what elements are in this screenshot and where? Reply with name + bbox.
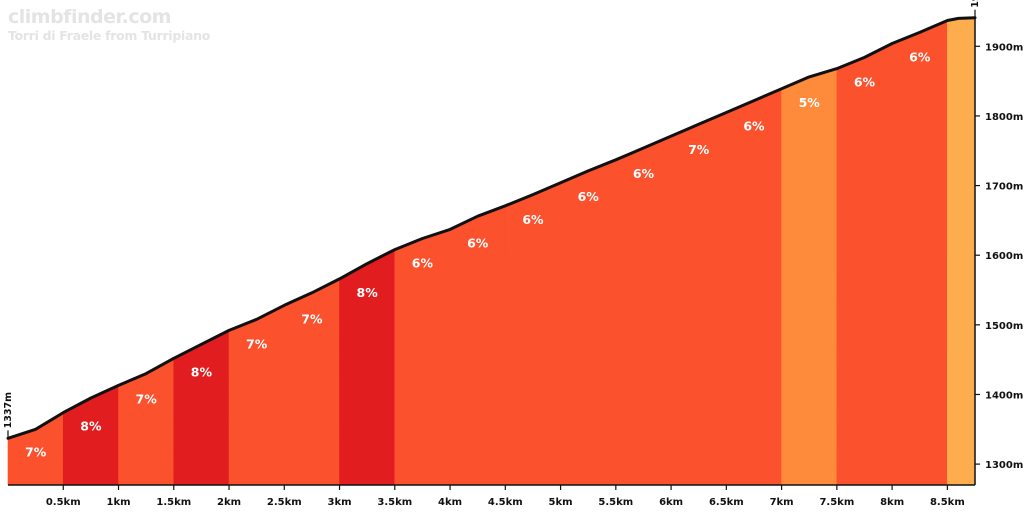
start-elevation-label: 1337m bbox=[3, 392, 14, 428]
x-tick-label-9: 4.5km bbox=[488, 497, 523, 508]
segment-label-3: 7% bbox=[136, 391, 158, 406]
segment-label-10: 6% bbox=[522, 212, 544, 227]
x-tick-label-14: 7km bbox=[770, 497, 794, 508]
x-tick-label-4: 2km bbox=[217, 497, 241, 508]
y-tick-label-4: 1600m bbox=[985, 251, 1023, 262]
segment-label-12: 6% bbox=[633, 166, 655, 181]
segment-area-14 bbox=[725, 88, 782, 486]
x-tick-label-12: 6km bbox=[659, 497, 683, 508]
profile-line-group bbox=[6, 16, 977, 440]
segment-label-16: 6% bbox=[854, 75, 876, 90]
x-tick-label-2: 1km bbox=[106, 497, 130, 508]
y-tick-label-6: 1800m bbox=[985, 112, 1023, 123]
segment-area-6 bbox=[283, 278, 340, 486]
segment-area-2 bbox=[62, 384, 119, 486]
y-tick-label-7: 1900m bbox=[985, 42, 1023, 53]
segment-labels: 7% 8% 7% 8% 7% 7% 8% 6% 6% 6% 6% 6% 7% 6% 5% 6% 6% bbox=[25, 50, 931, 460]
segment-area-17 bbox=[891, 20, 948, 486]
segment-label-14: 6% bbox=[743, 118, 765, 133]
x-tick-label-5: 2.5km bbox=[267, 497, 302, 508]
end-elevation-label: 1941m bbox=[970, 0, 981, 8]
segment-label-13: 7% bbox=[688, 142, 710, 157]
segment-area-5 bbox=[228, 304, 285, 486]
profile-line bbox=[6, 16, 977, 440]
chart-title: Torri di Fraele from Turripiano bbox=[8, 28, 211, 43]
x-tick-label-11: 5.5km bbox=[598, 497, 633, 508]
segment-area-10 bbox=[504, 182, 561, 486]
x-tick-label-6: 3km bbox=[328, 497, 352, 508]
segment-area-12 bbox=[615, 135, 672, 486]
x-tick-label-16: 8km bbox=[880, 497, 904, 508]
segment-area-16 bbox=[836, 43, 893, 486]
segment-label-7: 8% bbox=[357, 285, 379, 300]
segment-label-6: 7% bbox=[301, 311, 323, 326]
segment-area-13 bbox=[670, 112, 727, 486]
elevation-end-markers: 1337m 1941m bbox=[3, 0, 981, 439]
x-tick-label-15: 7.5km bbox=[819, 497, 854, 508]
y-tick-label-2: 1400m bbox=[985, 390, 1023, 401]
x-tick-label-8: 4km bbox=[438, 497, 462, 508]
segment-label-9: 6% bbox=[467, 235, 489, 250]
segment-label-5: 7% bbox=[246, 336, 268, 351]
segment-area-11 bbox=[560, 159, 617, 486]
x-tick-label-17: 8.5km bbox=[930, 497, 965, 508]
y-tick-label-5: 1700m bbox=[985, 182, 1023, 193]
x-tick-label-7: 3.5km bbox=[377, 497, 412, 508]
y-tick-label-3: 1500m bbox=[985, 321, 1023, 332]
segment-area-3 bbox=[118, 357, 175, 486]
segment-area-15 bbox=[781, 68, 838, 486]
segment-label-11: 6% bbox=[578, 189, 600, 204]
segment-label-1: 7% bbox=[25, 444, 47, 459]
x-tick-label-10: 5km bbox=[549, 497, 573, 508]
segment-area-18 bbox=[947, 17, 976, 486]
gradient-segments bbox=[7, 17, 976, 486]
segment-label-15: 5% bbox=[799, 95, 821, 110]
segment-label-2: 8% bbox=[80, 419, 102, 434]
y-axis: 1300m 1400m 1500m 1600m 1700m 1800m 1900m bbox=[974, 17, 1023, 485]
segment-label-8: 6% bbox=[412, 256, 434, 271]
x-tick-label-13: 6.5km bbox=[709, 497, 744, 508]
x-tick-label-3: 1.5km bbox=[156, 497, 191, 508]
y-tick-label-1: 1300m bbox=[985, 460, 1023, 471]
segment-label-17: 6% bbox=[909, 50, 931, 65]
x-axis: 0.5km 1km 1.5km 2km 2.5km 3km 3.5km 4km 4.5km 5km… bbox=[8, 484, 975, 508]
x-tick-label-1: 0.5km bbox=[46, 497, 81, 508]
segment-label-4: 8% bbox=[191, 364, 213, 379]
site-brand: climbfinder.com bbox=[8, 6, 171, 28]
